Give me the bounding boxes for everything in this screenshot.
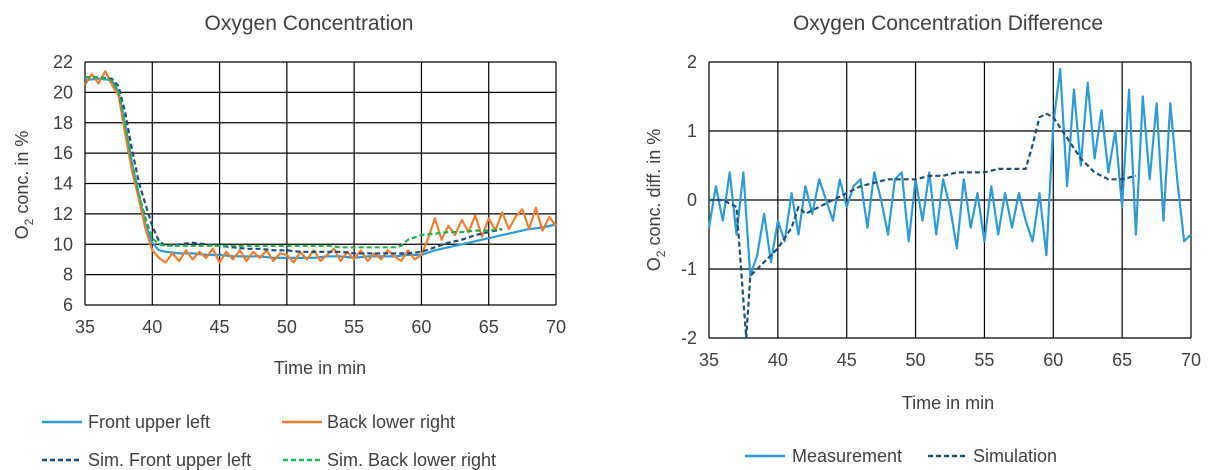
right-xtick-label: 65 [1112, 350, 1132, 370]
legend-item-sim-front-upper-left: Sim. Front upper left [42, 450, 251, 470]
right-chart: Oxygen Concentration Difference 35 40 45 50… [644, 12, 1201, 466]
left-ytick-label: 16 [53, 143, 73, 163]
left-xtick-label: 35 [75, 317, 95, 337]
series-line-sim-front-upper-left [85, 76, 503, 255]
legend-label-simulation: Simulation [973, 446, 1057, 466]
right-xtick-label: 50 [906, 350, 926, 370]
legend-label-back-lower-right: Back lower right [327, 412, 455, 432]
left-chart-plot [84, 69, 557, 264]
left-xtick-label: 70 [546, 317, 566, 337]
left-chart: Oxygen Concentration 35 40 45 50 55 60 65 70 6 8 1… [12, 12, 566, 470]
right-ytick-label: 1 [687, 121, 697, 141]
left-ytick-label: 8 [63, 265, 73, 285]
legend-item-sim-back-lower-right: Sim. Back lower right [283, 450, 496, 470]
left-xtick-label: 40 [142, 317, 162, 337]
left-xtick-label: 45 [210, 317, 230, 337]
series-line-measurement [707, 67, 1192, 277]
legend-item-back-lower-right: Back lower right [282, 412, 455, 432]
right-xtick-label: 70 [1181, 350, 1201, 370]
right-ytick-label: -2 [681, 328, 697, 348]
legend-label-sim-front-upper-left: Sim. Front upper left [88, 450, 251, 470]
right-xtick-label: 60 [1043, 350, 1063, 370]
left-ytick-label: 10 [53, 234, 73, 254]
left-xtick-label: 55 [344, 317, 364, 337]
left-chart-grid [84, 61, 557, 306]
left-chart-ylabel-sub: 2 [22, 218, 36, 225]
left-chart-ylabel-main: O [12, 225, 32, 239]
left-ytick-label: 14 [53, 174, 73, 194]
right-chart-plot [707, 67, 1192, 340]
right-chart-ylabel-sub: 2 [654, 250, 668, 257]
left-xtick-label: 50 [277, 317, 297, 337]
right-xtick-label: 45 [837, 350, 857, 370]
series-line-sim-back-lower-right [85, 76, 503, 249]
left-chart-legend: Front upper left Back lower right Sim. F… [42, 412, 496, 470]
left-xtick-label: 65 [479, 317, 499, 337]
right-ytick-label: -1 [681, 259, 697, 279]
left-chart-xlabel: Time in min [274, 358, 366, 378]
left-chart-ylabel-rest: conc. in % [12, 131, 32, 219]
right-xtick-label: 55 [974, 350, 994, 370]
right-chart-title: Oxygen Concentration Difference [793, 12, 1103, 35]
left-chart-ticks: 35 40 45 50 55 60 65 70 6 8 10 12 14 16 18 20 22 [53, 52, 566, 337]
right-xtick-label: 40 [768, 350, 788, 370]
legend-item-simulation: Simulation [928, 446, 1057, 466]
series-line-back-lower-right [84, 69, 557, 264]
right-xtick-label: 35 [699, 350, 719, 370]
right-chart-ylabel-rest: conc. diff. in % [644, 129, 664, 251]
left-ytick-label: 22 [53, 52, 73, 72]
left-ytick-label: 6 [63, 295, 73, 315]
legend-label-sim-back-lower-right: Sim. Back lower right [327, 450, 496, 470]
legend-item-front-upper-left: Front upper left [42, 412, 210, 432]
right-chart-ylabel-main: O [644, 257, 664, 271]
left-ytick-label: 12 [53, 204, 73, 224]
right-chart-ylabel: O2 conc. diff. in % [644, 129, 668, 271]
left-ytick-label: 20 [53, 82, 73, 102]
legend-label-measurement: Measurement [792, 446, 902, 466]
legend-item-measurement: Measurement [745, 446, 902, 466]
right-chart-legend: Measurement Simulation [745, 446, 1057, 466]
left-ytick-label: 18 [53, 113, 73, 133]
right-ytick-label: 2 [687, 52, 697, 72]
left-xtick-label: 60 [411, 317, 431, 337]
right-chart-grid [708, 61, 1192, 339]
left-chart-title: Oxygen Concentration [205, 12, 414, 35]
right-chart-ticks: 35 40 45 50 55 60 65 70 -2 -1 0 1 2 [681, 52, 1201, 370]
right-chart-xlabel: Time in min [902, 393, 994, 413]
series-line-simulation [709, 112, 1137, 340]
left-chart-ylabel: O2 conc. in % [12, 131, 36, 240]
right-ytick-label: 0 [687, 190, 697, 210]
legend-label-front-upper-left: Front upper left [88, 412, 210, 432]
